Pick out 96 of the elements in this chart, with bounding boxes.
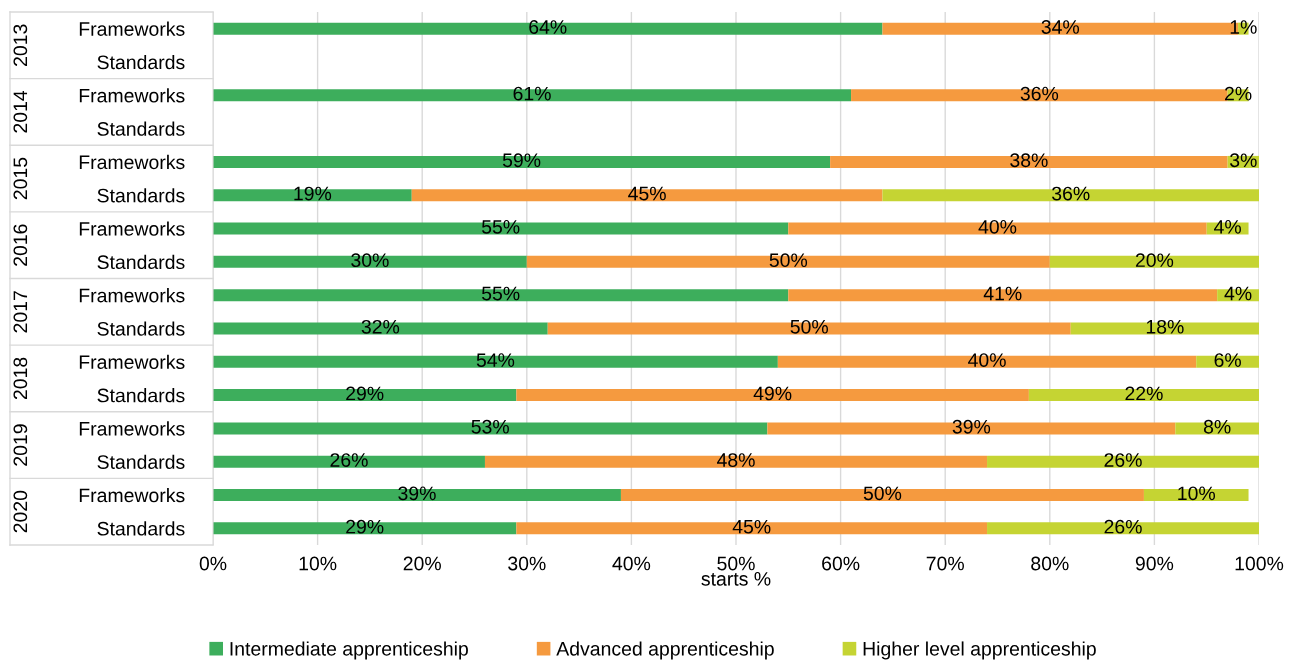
bar (526, 255, 1050, 268)
data-label: 34% (1041, 20, 1080, 34)
bar (213, 22, 883, 35)
text: 2019 (13, 424, 28, 466)
bar (1070, 322, 1259, 335)
bar (484, 455, 988, 468)
data-label: 45% (732, 519, 771, 534)
x-tick-label: 80% (1031, 556, 1069, 571)
x-tick-label: 20% (403, 556, 441, 571)
bar (777, 355, 1197, 368)
y-tick-label: Frameworks (79, 21, 185, 36)
data-label: 18% (1146, 319, 1184, 334)
data-label: 8% (1203, 419, 1231, 434)
data-label: 3% (1230, 153, 1257, 168)
data-label: 59% (502, 153, 541, 168)
bar (213, 155, 831, 168)
data-label: 49% (753, 386, 792, 401)
bar (213, 322, 548, 335)
bar (788, 222, 1207, 235)
bar (987, 455, 1259, 468)
data-label: 45% (628, 186, 666, 201)
text: 2016 (13, 224, 28, 266)
data-label: 39% (398, 486, 436, 501)
x-tick-label: 100% (1235, 556, 1284, 571)
text: 2015 (13, 157, 28, 200)
data-label: 48% (716, 453, 755, 467)
x-tick-label: 30% (508, 556, 546, 571)
bar (1049, 255, 1259, 268)
data-label: 6% (1214, 353, 1241, 367)
data-label: 30% (351, 253, 389, 268)
data-label: 41% (983, 286, 1022, 301)
y-tick-label: Standards (97, 188, 185, 203)
bar (213, 355, 778, 368)
text: 2013 (13, 24, 28, 66)
bar (213, 255, 527, 268)
x-tick-label: 60% (822, 556, 860, 571)
y-tick-label: Frameworks (79, 421, 185, 436)
y-tick-label: Frameworks (79, 354, 185, 370)
data-label: 50% (769, 253, 808, 268)
data-label: 4% (1214, 220, 1241, 234)
bar (547, 322, 1071, 335)
legend-label: Advanced apprenticeship (556, 641, 774, 660)
text: 2017 (13, 291, 28, 333)
y-tick-label: Standards (97, 254, 185, 270)
data-label: 22% (1125, 386, 1163, 401)
text: 2018 (13, 357, 28, 400)
text: 2014 (13, 90, 28, 133)
bar (213, 455, 485, 468)
y-tick-label: Frameworks (79, 154, 185, 170)
x-tick-label: 90% (1135, 556, 1174, 571)
data-label: 61% (513, 86, 551, 101)
y-tick-label: Standards (97, 521, 185, 536)
x-tick-label: 10% (299, 556, 337, 571)
bar (830, 155, 1228, 168)
y-tick-label: Standards (97, 454, 185, 469)
y-tick-label: Frameworks (79, 221, 185, 236)
data-label: 39% (952, 419, 991, 434)
data-label: 36% (1020, 86, 1059, 101)
legend-label: Higher level apprenticeship (863, 641, 1096, 660)
y-tick-label: Standards (97, 388, 185, 403)
x-tick-label: 50% (717, 556, 755, 571)
data-label: 20% (1135, 253, 1174, 268)
x-axis-title: starts % (701, 572, 771, 586)
y-tick-label: Frameworks (79, 487, 185, 503)
data-label: 26% (330, 453, 368, 467)
data-label: 32% (361, 319, 400, 334)
data-label: 38% (1010, 153, 1048, 168)
data-label: 50% (863, 486, 902, 501)
data-label: 40% (978, 219, 1017, 234)
x-tick-label: 0% (199, 556, 227, 571)
data-label: 55% (481, 220, 520, 234)
data-label: 55% (481, 286, 520, 301)
data-label: 64% (529, 20, 567, 34)
data-label: 29% (346, 519, 384, 534)
data-label: 4% (1224, 286, 1252, 301)
y-tick-label: Standards (97, 121, 185, 136)
data-label: 53% (471, 419, 509, 434)
data-label: 26% (1104, 519, 1142, 534)
x-tick-label: 70% (926, 556, 964, 571)
y-tick-label: Standards (97, 54, 185, 70)
data-label: 10% (1178, 486, 1216, 501)
y-tick-label: Frameworks (79, 288, 185, 303)
data-label: 36% (1052, 186, 1090, 201)
x-tick-label: 40% (612, 556, 651, 571)
data-label: 40% (968, 353, 1006, 367)
y-tick-label: Frameworks (79, 88, 185, 103)
legend-label: Intermediate apprenticeship (230, 641, 468, 660)
data-label: 29% (346, 386, 384, 401)
data-label: 50% (790, 319, 828, 334)
bar (213, 222, 789, 235)
data-label: 26% (1104, 453, 1142, 467)
bar (516, 522, 988, 535)
y-tick-label: Standards (97, 321, 185, 336)
data-label: 54% (476, 353, 515, 367)
data-label: 19% (294, 186, 332, 201)
text: 2020 (13, 490, 28, 533)
